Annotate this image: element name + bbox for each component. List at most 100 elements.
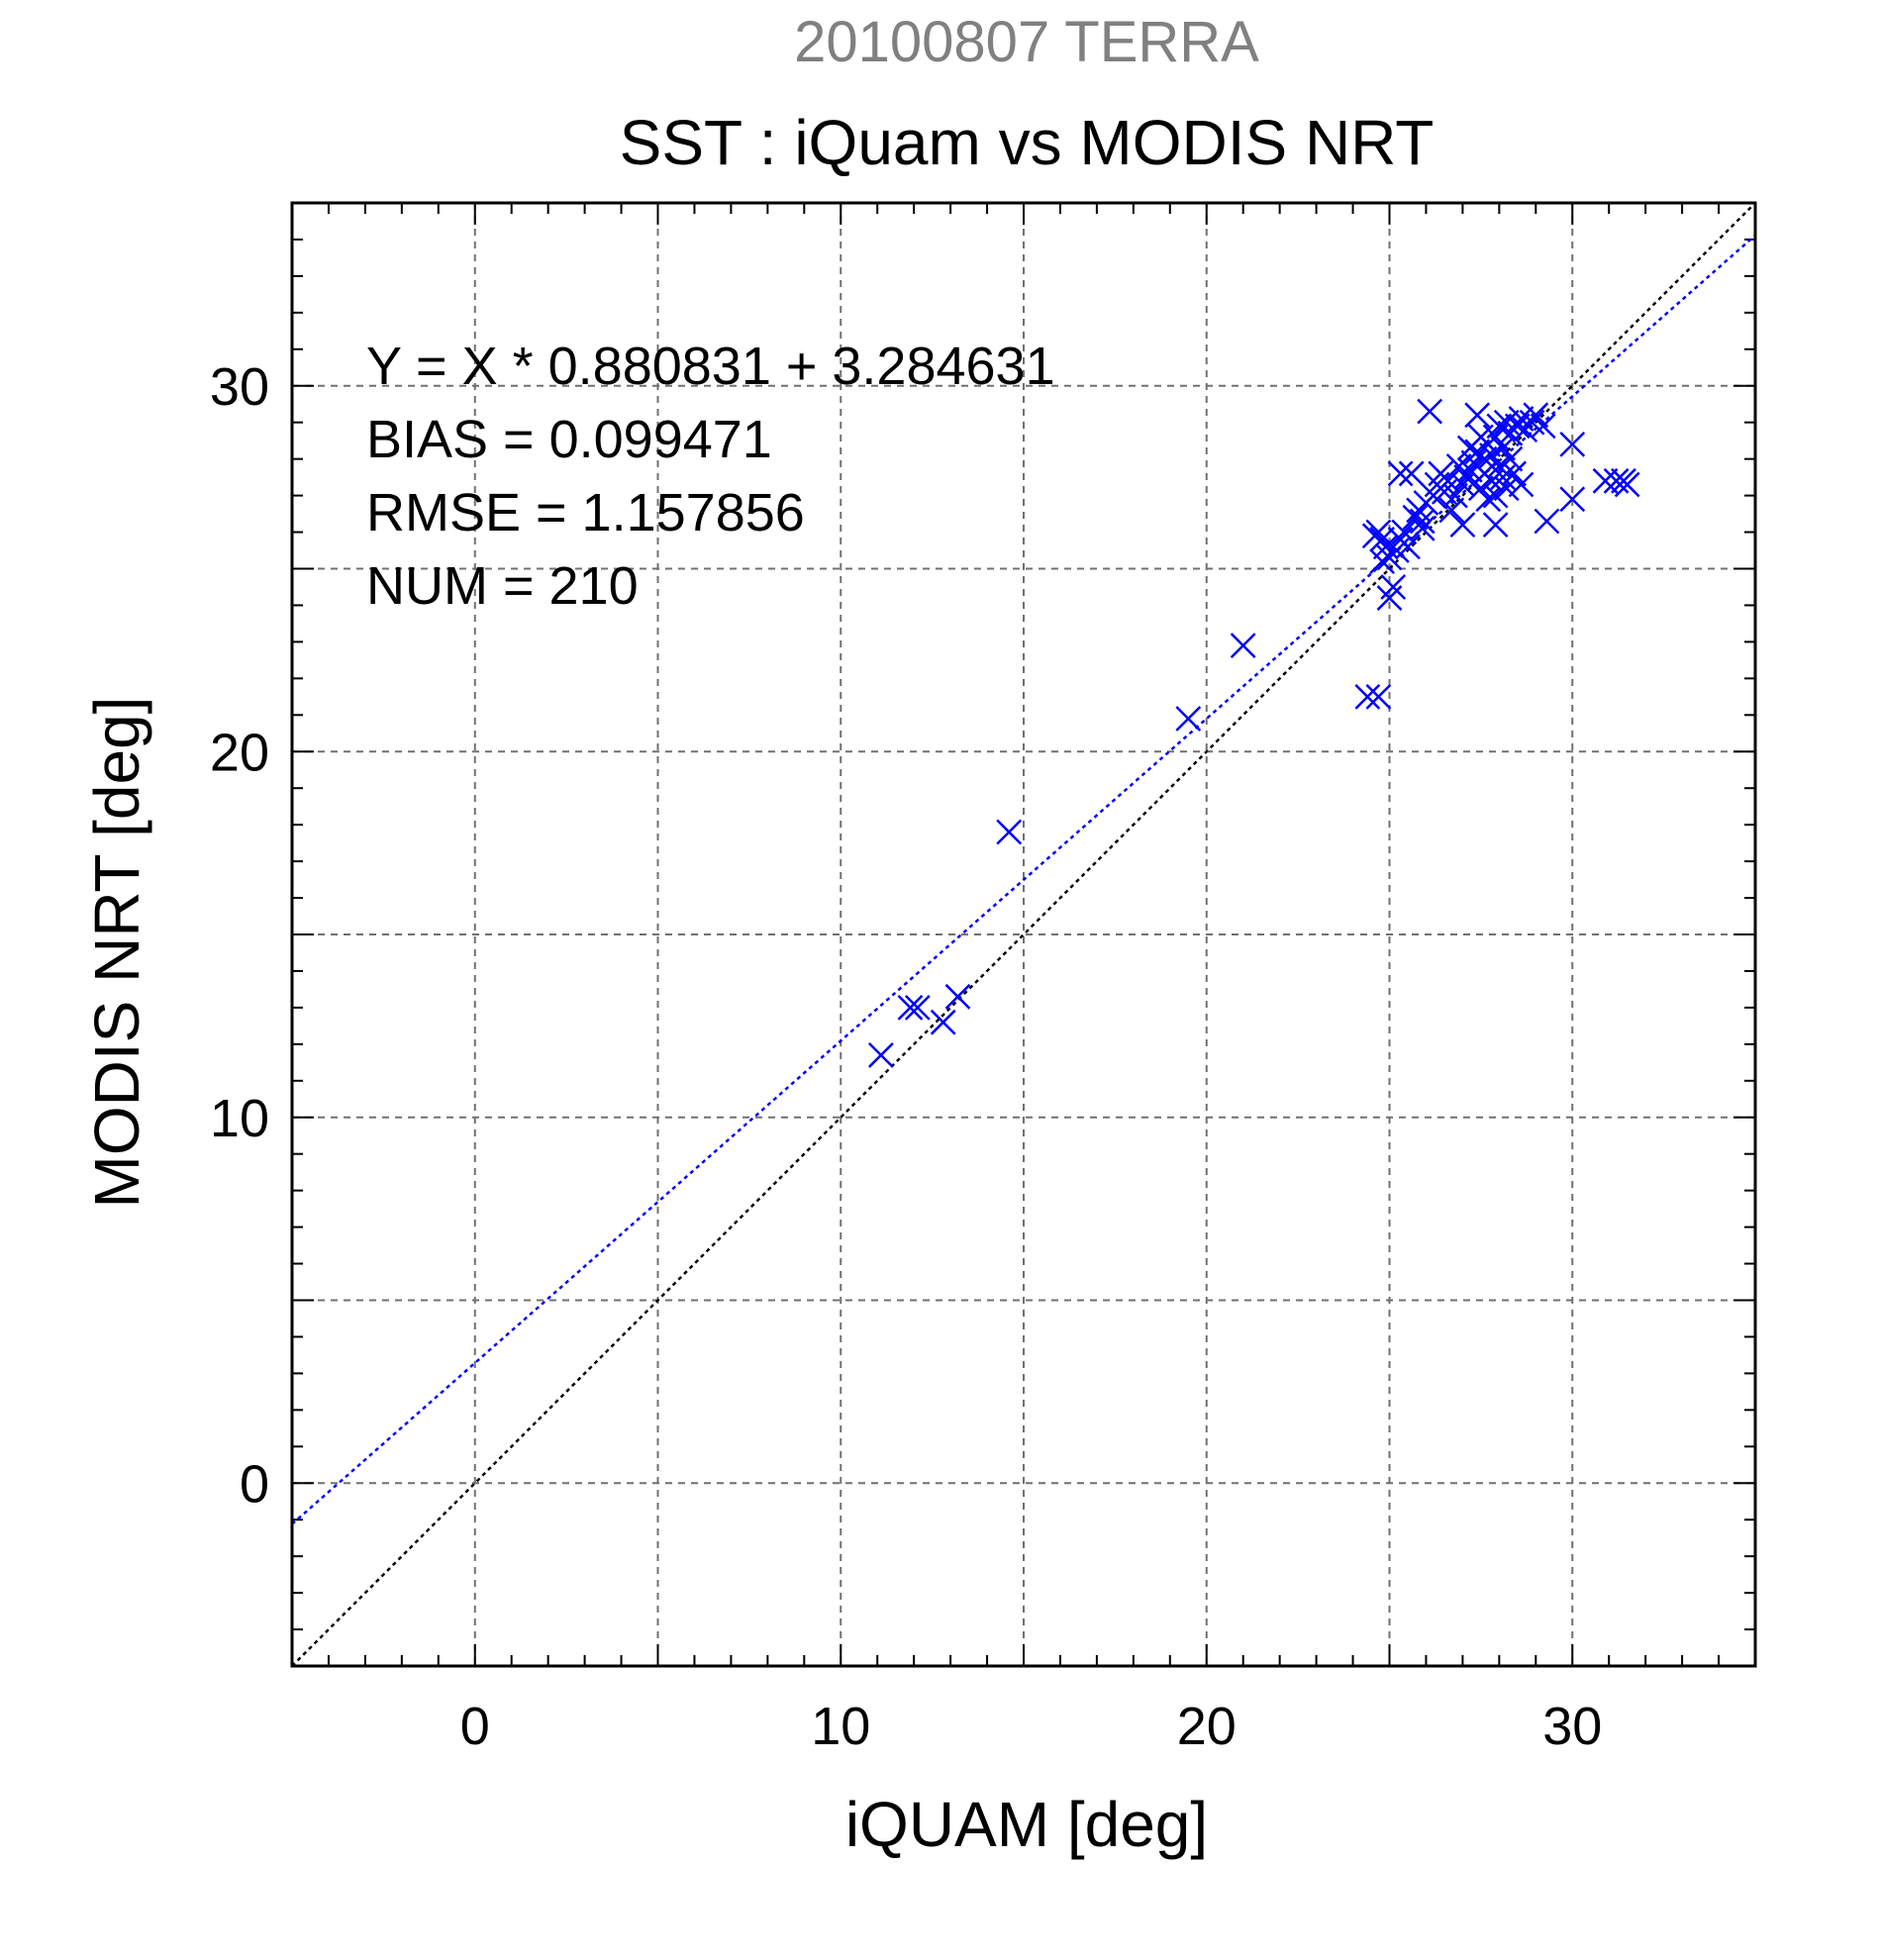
data-point-stroke [1490,435,1516,461]
data-point-stroke [1449,471,1476,498]
data-point-stroke [1435,467,1461,494]
data-point [1614,471,1640,498]
x-tick-label: 20 [1177,1697,1237,1756]
data-point [1559,486,1586,513]
data-point [1497,445,1524,472]
data-point [1467,424,1494,450]
data-point-stroke [996,819,1023,845]
data-point [897,995,924,1021]
data-point [1482,512,1509,539]
stats-equation: Y = X * 0.880831 + 3.284631 [366,337,1055,396]
data-point [1376,585,1403,611]
data-points [868,398,1640,1068]
data-point-stroke [1230,633,1256,658]
y-tick-labels: 0 10 20 30 [210,357,269,1515]
data-point-stroke [1365,519,1392,545]
data-point [1449,512,1476,539]
data-point [1417,398,1443,425]
data-point [1354,683,1381,710]
data-point-stroke [1475,486,1502,513]
plot-frame [290,201,1757,1668]
data-point-stroke [1603,467,1630,494]
data-point [1486,413,1513,440]
data-point-stroke [897,995,924,1021]
data-point [1395,534,1421,560]
data-point [1398,460,1425,487]
data-point [868,1042,894,1068]
data-point [944,983,971,1010]
data-point-stroke [1417,398,1443,425]
data-point-stroke [1398,460,1425,487]
data-point [1369,527,1395,552]
stats-num: NUM = 210 [366,556,639,616]
data-point [1493,475,1520,502]
data-point-stroke [1592,467,1619,494]
data-point-stroke [1354,683,1381,710]
y-tick-label: 20 [210,723,269,782]
data-point-stroke [1530,413,1556,440]
data-point [1482,482,1509,509]
data-point-stroke [1493,475,1520,502]
data-point [1464,402,1491,429]
data-point [1365,683,1392,710]
chart-title: SST : iQuam vs MODIS NRT [620,107,1435,178]
data-point-stroke [1467,424,1494,450]
data-point-stroke [1534,508,1560,535]
x-tick-label: 0 [460,1697,490,1756]
data-point [1369,548,1395,574]
data-point-stroke [1559,431,1586,457]
data-point-stroke [1486,413,1513,440]
data-point [1409,515,1436,541]
data-point-stroke [1402,504,1429,531]
data-point-stroke [1493,409,1520,436]
data-point-stroke [1519,409,1545,436]
data-point [1504,413,1531,440]
data-point-stroke [1449,512,1476,539]
data-point-stroke [1456,456,1483,483]
data-point [1230,633,1256,658]
data-point-stroke [1482,512,1509,539]
stats-bias: BIAS = 0.099471 [366,410,772,469]
stats-box: Y = X * 0.880831 + 3.284631 BIAS = 0.099… [366,337,1055,616]
data-point-stroke [1175,706,1202,732]
data-point [1442,482,1468,509]
data-point-stroke [1559,486,1586,513]
data-point [1592,467,1619,494]
stats-rmse: RMSE = 1.157856 [366,483,805,542]
data-point [1409,508,1436,535]
x-tick-labels: 0 10 20 30 [460,1697,1603,1756]
data-point-stroke [868,1042,894,1068]
data-point [1456,456,1483,483]
data-point [1523,402,1549,429]
data-point [1438,497,1465,524]
data-point-stroke [1409,508,1436,535]
data-point-stroke [1482,482,1509,509]
data-point-stroke [1409,515,1436,541]
fit-line [291,234,1756,1525]
data-point-stroke [1387,460,1414,487]
data-point [1402,504,1429,531]
y-axis-label: MODIS NRT [deg] [81,697,152,1209]
data-point-stroke [1471,445,1498,472]
data-point-stroke [1376,585,1403,611]
x-tick-label: 10 [811,1697,870,1756]
data-point-stroke [1365,683,1392,710]
data-point [1530,413,1556,440]
data-point-stroke [1523,402,1549,429]
data-point-stroke [1508,406,1534,432]
data-point-stroke [1501,460,1528,487]
y-tick-label: 0 [240,1454,269,1514]
data-point [1449,471,1476,498]
data-point-stroke [1614,471,1640,498]
x-axis-label: iQUAM [deg] [845,1789,1208,1860]
data-point-stroke [1486,453,1513,479]
x-tick-label: 30 [1542,1697,1602,1756]
y-tick-label: 10 [210,1089,269,1148]
data-point [930,1009,956,1035]
data-point-stroke [1438,497,1465,524]
data-point [1559,431,1586,457]
data-point [904,995,931,1021]
data-point-stroke [1442,482,1468,509]
minor-ticks [291,202,1756,1667]
